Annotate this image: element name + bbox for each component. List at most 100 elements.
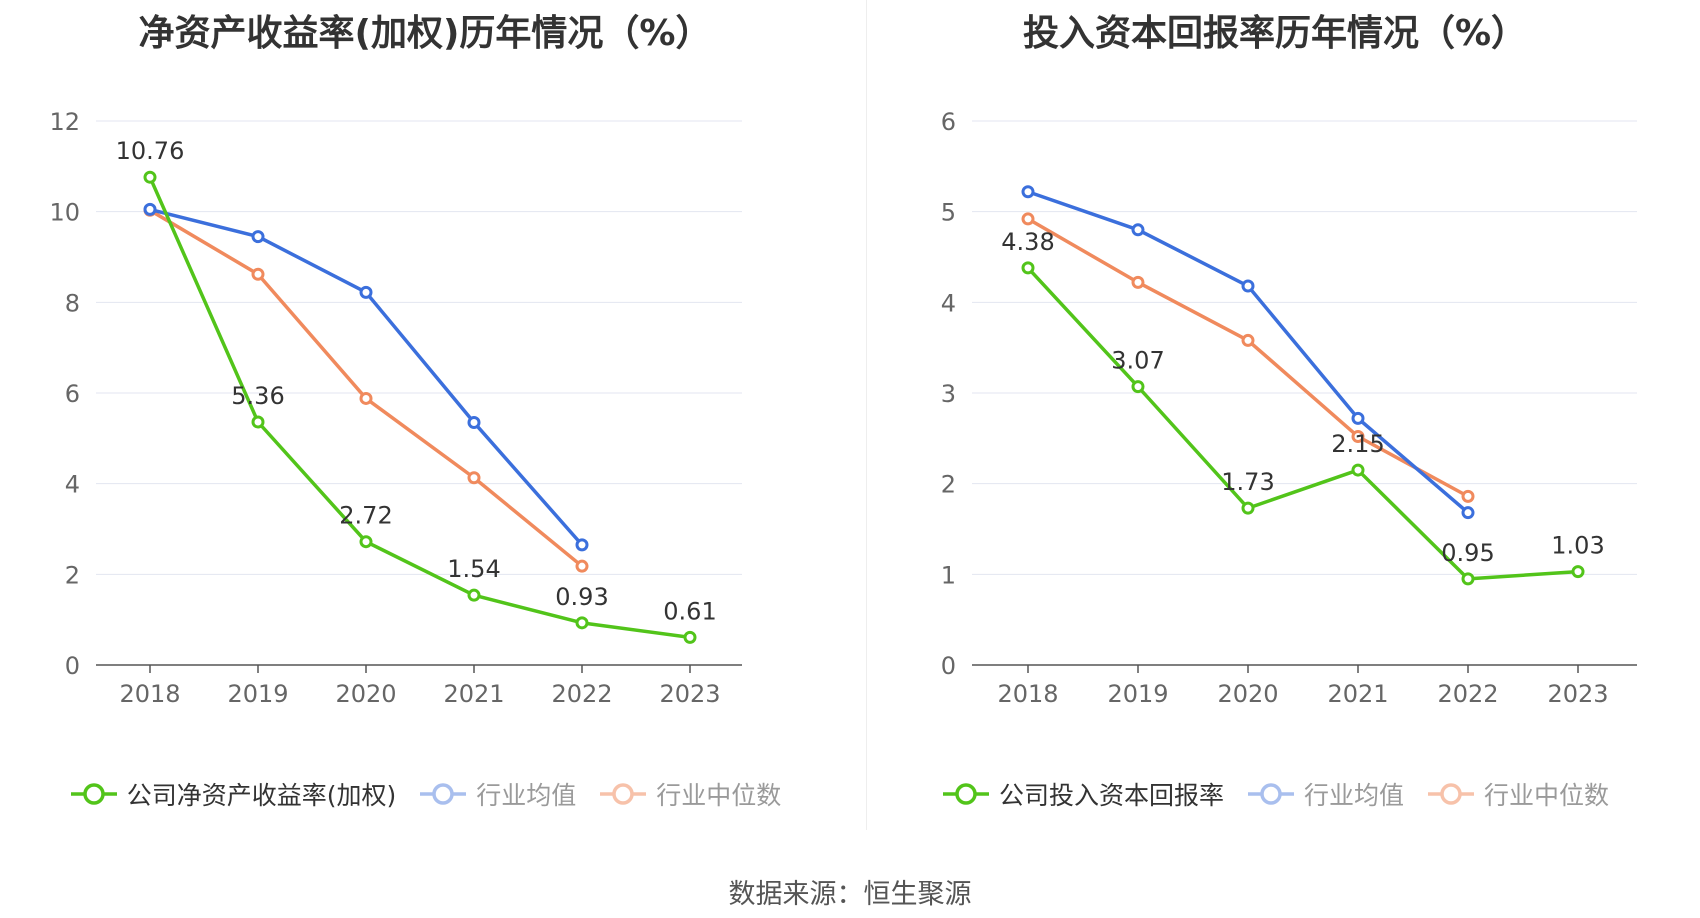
data-point <box>683 630 697 644</box>
legend-item[interactable]: 公司净资产收益率(加权) <box>69 776 397 812</box>
data-point <box>1131 275 1145 289</box>
line-chart-roe: 0 2 4 6 8 10 12 2018 2019 2020 2021 2022 2023 10.76 5.… <box>49 108 742 708</box>
data-label: 1.54 <box>447 555 500 583</box>
legend-swatch-icon <box>420 783 467 805</box>
legend-label: 行业均值 <box>476 781 577 810</box>
chart-legend: 公司净资产收益率(加权) 行业均值 行业中位数 <box>0 776 850 812</box>
chart-title: 投入资本回报率历年情况（%） <box>1022 13 1528 54</box>
y-tick-label: 0 <box>941 652 956 680</box>
x-tick-label: 2018 <box>997 680 1058 708</box>
x-tick-label: 2023 <box>659 680 720 708</box>
data-point <box>251 415 265 429</box>
y-tick-label: 3 <box>941 380 956 408</box>
data-point <box>1021 212 1035 226</box>
data-point <box>1571 565 1585 579</box>
x-tick-label: 2021 <box>443 680 504 708</box>
y-tick-label: 5 <box>941 199 956 227</box>
legend-item[interactable]: 行业中位数 <box>598 776 781 812</box>
chart-panel-roic: 投入资本回报率历年情况（%） 0 1 2 3 4 5 6 2018 2019 2020 2021 20… <box>850 0 1700 830</box>
y-tick-label: 0 <box>65 652 80 680</box>
data-point <box>1131 223 1145 237</box>
data-point <box>143 202 157 216</box>
series-line <box>149 207 584 547</box>
data-point <box>1241 279 1255 293</box>
x-tick-label: 2021 <box>1327 680 1388 708</box>
y-tick-label: 12 <box>49 108 80 136</box>
data-label: 1.73 <box>1221 468 1274 496</box>
legend-label: 行业均值 <box>1303 781 1404 810</box>
data-label: 0.95 <box>1441 539 1494 567</box>
x-tick-label: 2020 <box>1217 680 1278 708</box>
x-tick-label: 2022 <box>1437 680 1498 708</box>
legend-swatch-icon <box>1247 783 1294 805</box>
chart-legend: 公司投入资本回报率 行业均值 行业中位数 <box>850 776 1700 812</box>
data-point <box>359 285 373 299</box>
data-point <box>1351 411 1365 425</box>
data-point <box>1241 501 1255 515</box>
y-tick-label: 8 <box>65 289 80 317</box>
line-chart-roic: 0 1 2 3 4 5 6 2018 2019 2020 2021 2022 2023 4.38 3.07 1… <box>941 108 1637 708</box>
legend-swatch-icon <box>600 783 647 805</box>
data-point <box>1461 572 1475 586</box>
data-point <box>467 471 481 485</box>
series-line <box>1026 266 1579 581</box>
data-label: 0.61 <box>663 597 716 625</box>
data-label: 3.07 <box>1111 347 1164 375</box>
data-label: 1.03 <box>1551 532 1604 560</box>
data-point <box>251 267 265 281</box>
data-label: 4.38 <box>1001 228 1054 256</box>
series-line <box>1027 190 1470 515</box>
data-point <box>575 616 589 630</box>
data-point <box>1021 261 1035 275</box>
y-tick-label: 2 <box>941 471 956 499</box>
data-point <box>143 170 157 184</box>
series-line <box>148 176 691 640</box>
legend-item[interactable]: 行业均值 <box>1246 776 1404 812</box>
data-point <box>1461 489 1475 503</box>
data-point <box>1461 506 1475 520</box>
data-point <box>251 230 265 244</box>
data-point <box>1351 463 1365 477</box>
data-point <box>359 391 373 405</box>
data-label: 2.72 <box>339 502 392 530</box>
legend-swatch-icon <box>942 783 989 805</box>
chart-panel-roe: 净资产收益率(加权)历年情况（%） 0 2 4 6 8 10 12 2018 2019 2020 2… <box>0 0 850 830</box>
chart-title: 净资产收益率(加权)历年情况（%） <box>138 13 712 54</box>
data-source-note: 数据来源：恒生聚源 <box>728 879 972 910</box>
data-point <box>359 535 373 549</box>
x-tick-label: 2019 <box>1107 680 1168 708</box>
data-point <box>575 538 589 552</box>
legend-label: 公司净资产收益率(加权) <box>126 781 397 810</box>
y-tick-label: 6 <box>65 380 80 408</box>
legend-swatch-icon <box>1428 783 1474 805</box>
y-tick-label: 4 <box>941 289 956 317</box>
data-point <box>467 415 481 429</box>
legend-item[interactable]: 公司投入资本回报率 <box>941 776 1224 812</box>
y-tick-label: 10 <box>49 199 80 227</box>
legend-label: 行业中位数 <box>656 781 782 810</box>
x-tick-label: 2020 <box>335 680 396 708</box>
legend-item[interactable]: 行业均值 <box>418 776 576 812</box>
legend-label: 行业中位数 <box>1484 781 1610 810</box>
x-tick-label: 2022 <box>551 680 612 708</box>
data-label: 0.93 <box>555 583 608 611</box>
legend-swatch-icon <box>70 783 117 805</box>
data-label: 10.76 <box>116 137 185 165</box>
legend-item[interactable]: 行业中位数 <box>1426 776 1609 812</box>
data-label: 5.36 <box>231 382 284 410</box>
data-point <box>467 588 481 602</box>
panel-divider <box>866 0 867 830</box>
data-point <box>1351 430 1365 444</box>
legend-label: 公司投入资本回报率 <box>998 781 1224 810</box>
data-point <box>1241 333 1255 347</box>
data-label: 2.15 <box>1331 430 1384 458</box>
y-tick-label: 2 <box>65 561 80 589</box>
y-tick-label: 6 <box>941 108 956 136</box>
data-point <box>1131 380 1145 394</box>
data-point <box>1021 185 1035 199</box>
x-tick-label: 2019 <box>227 680 288 708</box>
x-tick-label: 2018 <box>119 680 180 708</box>
y-tick-label: 1 <box>941 561 956 589</box>
x-tick-label: 2023 <box>1547 680 1608 708</box>
data-point <box>575 559 589 573</box>
